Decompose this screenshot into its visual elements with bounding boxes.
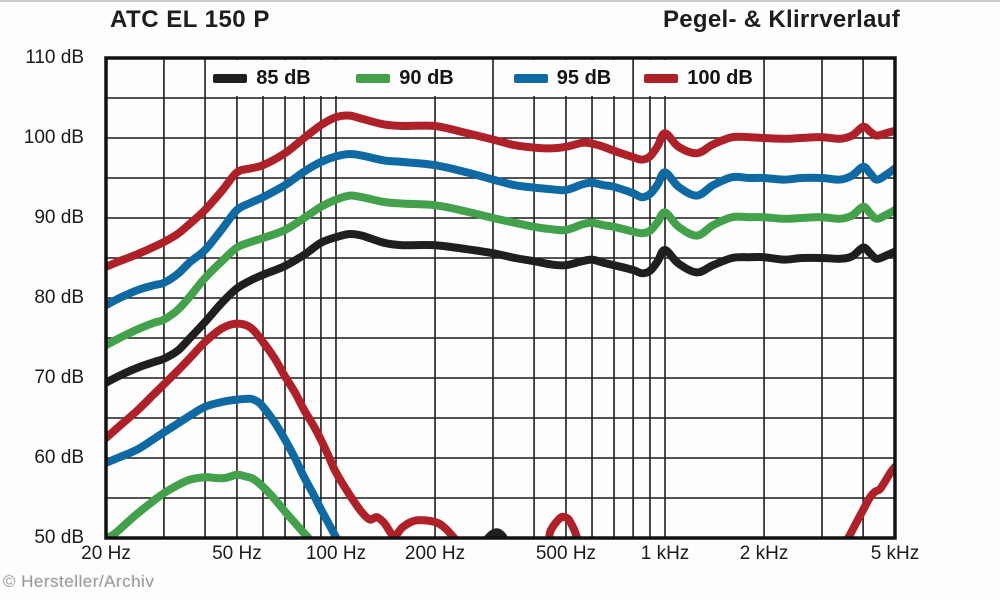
legend-swatch-90db-icon (356, 73, 391, 83)
legend-item-95db: 95 dB (494, 60, 631, 96)
legend-label-85db: 85 dB (256, 66, 311, 89)
legend-label-90db: 90 dB (399, 66, 454, 89)
x-tick-label-500: 500 Hz (535, 543, 597, 564)
legend-label-95db: 95 dB (556, 66, 612, 89)
legend-item-100db: 100 dB (635, 60, 762, 96)
x-tick-label-100: 100 Hz (305, 543, 367, 564)
x-tick-label-2000: 2 kHz (739, 543, 789, 564)
x-tick-label-20: 20 Hz (81, 543, 131, 564)
legend-swatch-95db-icon (513, 73, 548, 83)
y-tick-label-70: 70 dB (34, 367, 84, 388)
x-tick-label-1000: 1 kHz (640, 543, 690, 564)
x-tick-label-50: 50 Hz (212, 543, 262, 564)
y-tick-label-50: 50 dB (34, 527, 84, 548)
chart-title-measurement: Pegel- & Klirrverlauf (662, 6, 900, 33)
x-tick-label-5000: 5 kHz (870, 543, 920, 564)
legend-item-90db: 90 dB (320, 60, 490, 96)
curves-group (106, 111, 895, 538)
scan-top-edge (0, 0, 1000, 2)
curve-90-db (106, 191, 895, 350)
curve-100-db (106, 111, 895, 271)
curve-95-db-klirr (106, 394, 342, 538)
legend-swatch-85db-icon (213, 73, 248, 83)
y-tick-label-80: 80 dB (34, 287, 84, 308)
curve-95-db (106, 149, 895, 310)
curve-85-db (106, 229, 895, 387)
legend-label-100db: 100 dB (687, 66, 753, 89)
y-tick-label-100: 100 dB (23, 127, 84, 148)
plot-border (104, 56, 897, 540)
curve-85-db-klirr (482, 528, 509, 538)
curve-90-db-klirr (106, 470, 314, 538)
watermark-credit: © Hersteller/Archiv (3, 572, 155, 591)
curve-100-db-klirr (106, 319, 895, 538)
chart-title-model: ATC EL 150 P (110, 6, 270, 33)
y-tick-label-60: 60 dB (34, 447, 84, 468)
y-tick-label-90: 90 dB (34, 207, 84, 228)
legend-swatch-100db-icon (644, 73, 679, 83)
x-tick-label-200: 200 Hz (404, 543, 466, 564)
legend-item-85db: 85 dB (208, 60, 316, 96)
y-tick-label-110: 110 dB (25, 47, 84, 68)
